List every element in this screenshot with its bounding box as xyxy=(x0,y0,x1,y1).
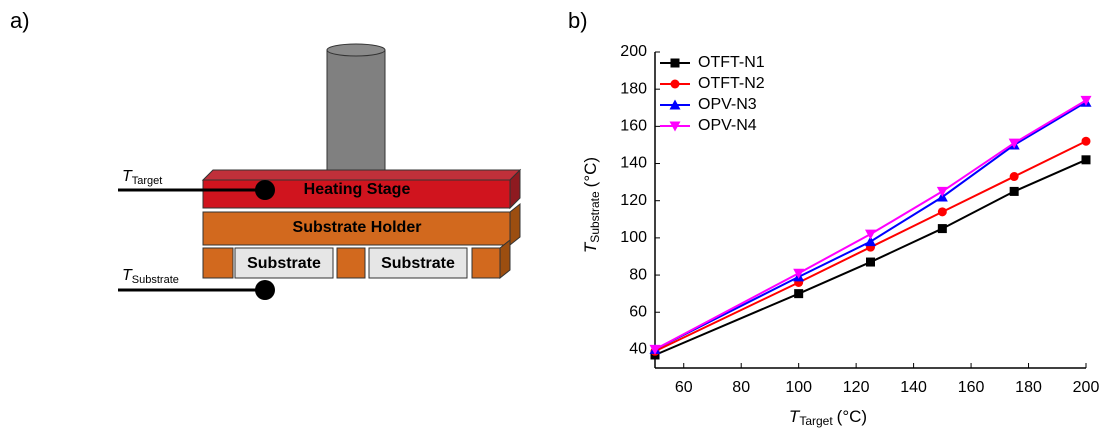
substrate-holder xyxy=(202,211,511,246)
substrate-label: Substrate xyxy=(247,255,321,272)
y-tick-label: 100 xyxy=(620,229,647,246)
x-tick-label: 60 xyxy=(675,379,693,396)
series-line xyxy=(654,158,1087,356)
y-tick-label: 40 xyxy=(629,341,647,358)
panel-label: b) xyxy=(568,8,588,33)
substrate xyxy=(234,247,334,279)
stage-top xyxy=(201,169,522,181)
sensor-label: TSubstrate xyxy=(122,267,179,286)
series-line xyxy=(654,101,1087,351)
series-line xyxy=(654,140,1087,353)
marker xyxy=(1081,155,1091,165)
substrate xyxy=(368,247,468,279)
marker xyxy=(865,229,876,240)
x-tick-label: 160 xyxy=(958,379,985,396)
holder-leg xyxy=(202,247,234,279)
panel-label: a) xyxy=(10,8,30,33)
sensor xyxy=(255,280,275,300)
y-axis-label: TSubstrate(°C) xyxy=(581,157,602,253)
sensor xyxy=(255,180,275,200)
marker xyxy=(794,289,804,299)
legend-label: OPV-N3 xyxy=(698,96,757,113)
heater-rod xyxy=(326,44,386,173)
marker xyxy=(669,99,681,110)
marker xyxy=(937,207,947,217)
y-tick-label: 120 xyxy=(620,192,647,209)
y-tick-label: 180 xyxy=(620,80,647,97)
marker xyxy=(1009,186,1019,196)
series-line xyxy=(654,99,1087,351)
marker xyxy=(670,58,680,68)
substrate-holder-label: Substrate Holder xyxy=(293,219,422,236)
marker xyxy=(1008,138,1020,149)
x-tick-label: 100 xyxy=(785,379,812,396)
holder-leg xyxy=(471,247,501,279)
marker xyxy=(866,257,875,267)
marker xyxy=(937,224,947,234)
holder-leg xyxy=(336,247,366,279)
marker xyxy=(936,186,948,197)
marker xyxy=(1009,172,1019,182)
heating-stage-label: Heating Stage xyxy=(304,181,411,198)
y-tick-label: 200 xyxy=(620,43,647,60)
heating-stage xyxy=(202,179,511,209)
x-axis-label: TTarget (°C) xyxy=(789,407,867,428)
x-tick-label: 180 xyxy=(1015,379,1042,396)
x-tick-label: 120 xyxy=(843,379,870,396)
rod-top xyxy=(326,43,386,57)
y-tick-label: 60 xyxy=(629,303,647,320)
marker xyxy=(670,79,680,89)
legend-label: OPV-N4 xyxy=(698,117,757,134)
legend-label: OTFT-N1 xyxy=(698,54,765,71)
x-tick-label: 140 xyxy=(900,379,927,396)
holder-side xyxy=(499,238,511,280)
x-tick-label: 200 xyxy=(1073,379,1100,396)
y-tick-label: 160 xyxy=(620,118,647,135)
sensor-label: TTarget xyxy=(122,168,162,187)
marker xyxy=(1080,95,1092,106)
marker xyxy=(669,121,681,132)
substrate-label: Substrate xyxy=(381,255,455,272)
x-tick-label: 80 xyxy=(732,379,750,396)
holder-side xyxy=(509,202,521,247)
legend-label: OTFT-N2 xyxy=(698,75,765,92)
marker xyxy=(1081,136,1091,146)
y-tick-label: 140 xyxy=(620,155,647,172)
marker xyxy=(865,236,876,247)
y-tick-label: 80 xyxy=(629,266,647,283)
diagram: a) Heating Stage Substrate Holder Substr… xyxy=(10,8,522,300)
marker xyxy=(793,268,805,279)
marker xyxy=(649,344,661,355)
